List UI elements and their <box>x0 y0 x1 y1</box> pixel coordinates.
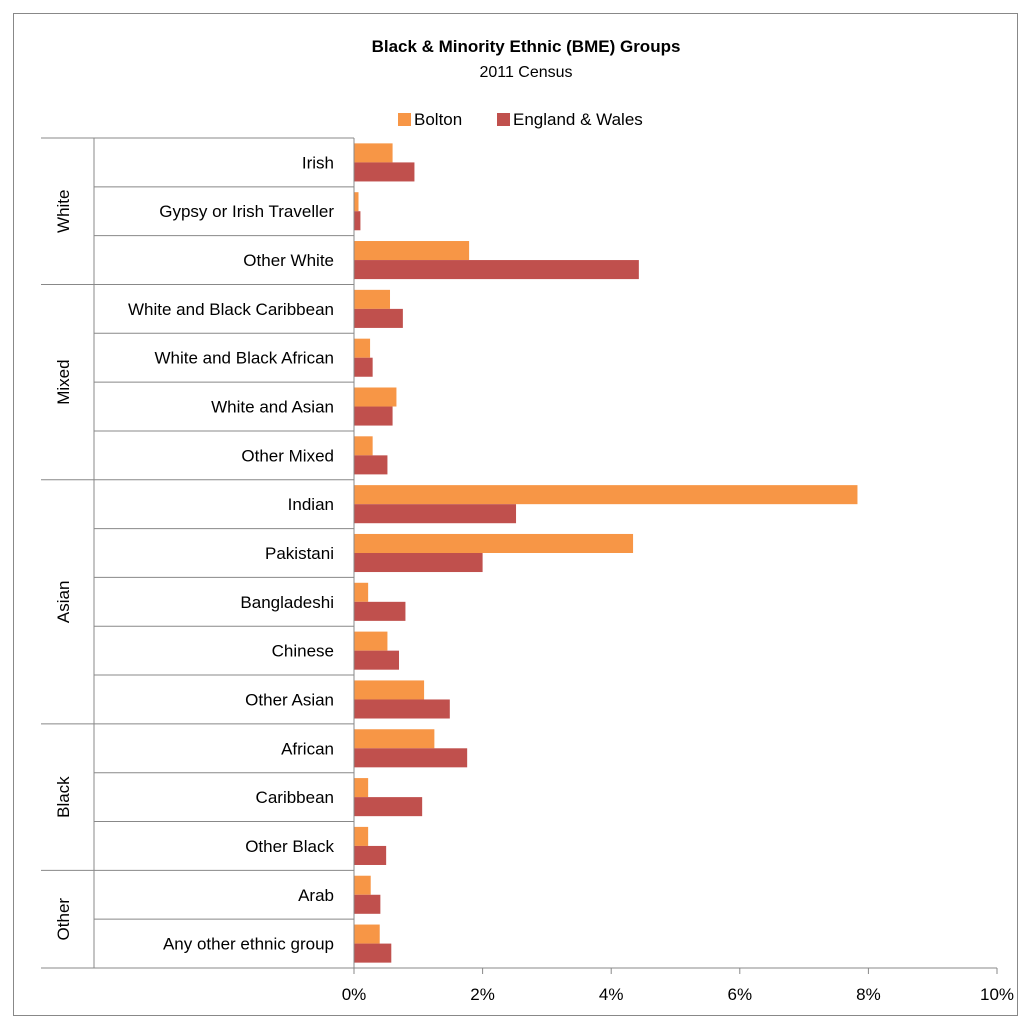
bar-england-wales <box>354 894 381 914</box>
bar-england-wales <box>354 943 392 963</box>
bar-bolton <box>354 631 388 651</box>
bar-bolton <box>354 680 425 700</box>
category-label: Chinese <box>272 642 334 661</box>
category-label: White and Black Caribbean <box>128 300 334 319</box>
bar-england-wales <box>354 504 517 524</box>
legend-item: England & Wales <box>497 110 643 129</box>
group-label: Other <box>54 898 73 941</box>
bar-bolton <box>354 826 369 846</box>
bar-england-wales <box>354 845 387 865</box>
chart-subtitle: 2011 Census <box>479 64 572 81</box>
bar-bolton <box>354 241 470 261</box>
legend-item: Bolton <box>398 110 462 129</box>
category-label: Gypsy or Irish Traveller <box>159 202 334 221</box>
category-label: Arab <box>298 886 334 905</box>
bar-england-wales <box>354 553 483 573</box>
bar-england-wales <box>354 406 393 426</box>
legend-label: Bolton <box>414 110 462 129</box>
legend-swatch <box>497 113 510 126</box>
bar-bolton <box>354 143 393 163</box>
bar-england-wales <box>354 260 639 280</box>
bar-bolton <box>354 485 858 505</box>
category-label: Other White <box>243 251 334 270</box>
bar-england-wales <box>354 699 450 719</box>
category-label: Caribbean <box>256 788 334 807</box>
bar-bolton <box>354 729 435 749</box>
bar-bolton <box>354 289 391 309</box>
bar-bolton <box>354 192 359 212</box>
bar-bolton <box>354 582 369 602</box>
category-label: Indian <box>288 495 334 514</box>
bar-england-wales <box>354 601 406 621</box>
bar-bolton <box>354 436 373 456</box>
group-label: White <box>54 190 73 233</box>
bar-england-wales <box>354 455 388 475</box>
bar-bolton <box>354 387 397 407</box>
legend-swatch <box>398 113 411 126</box>
category-label: Pakistani <box>265 544 334 563</box>
bar-bolton <box>354 924 380 944</box>
x-tick-label: 4% <box>599 985 624 1004</box>
group-label: Mixed <box>54 359 73 404</box>
x-tick-label: 0% <box>342 985 367 1004</box>
category-label: Other Mixed <box>241 446 334 465</box>
chart-title: Black & Minority Ethnic (BME) Groups <box>372 37 681 56</box>
bar-bolton <box>354 338 371 358</box>
group-label: Black <box>54 776 73 818</box>
bar-england-wales <box>354 308 403 328</box>
x-tick-label: 6% <box>728 985 753 1004</box>
category-label: Bangladeshi <box>240 593 334 612</box>
category-label: Irish <box>302 153 334 172</box>
legend-label: England & Wales <box>513 110 643 129</box>
category-label: Other Asian <box>245 690 334 709</box>
category-label: White and Asian <box>211 398 334 417</box>
bar-england-wales <box>354 748 468 768</box>
group-label: Asian <box>54 581 73 624</box>
bar-england-wales <box>354 650 400 670</box>
bar-england-wales <box>354 357 373 377</box>
category-label: Any other ethnic group <box>163 935 334 954</box>
bar-bolton <box>354 533 634 553</box>
bar-england-wales <box>354 797 423 817</box>
category-label: African <box>281 739 334 758</box>
bar-bolton <box>354 778 369 798</box>
legend: Bolton England & Wales <box>398 110 643 129</box>
bar-england-wales <box>354 211 361 231</box>
x-tick-label: 10% <box>980 985 1014 1004</box>
category-label: Other Black <box>245 837 334 856</box>
plot-area: Irish Gypsy or Irish Traveller Other White… <box>41 137 1014 1004</box>
bar-bolton <box>354 875 371 895</box>
category-label: White and Black African <box>154 349 334 368</box>
x-tick-label: 8% <box>856 985 881 1004</box>
x-tick-label: 2% <box>470 985 495 1004</box>
bar-england-wales <box>354 162 415 182</box>
